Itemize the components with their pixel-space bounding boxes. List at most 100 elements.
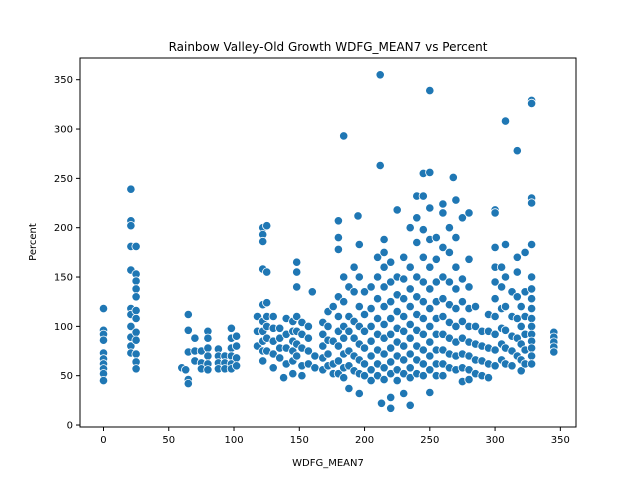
data-point — [379, 234, 389, 245]
data-point — [438, 199, 448, 209]
x-tick-label: 350 — [551, 435, 570, 446]
data-point — [303, 321, 313, 331]
data-point — [354, 239, 364, 250]
data-point — [375, 160, 385, 171]
data-point — [418, 252, 428, 262]
data-point — [438, 294, 448, 304]
data-point — [379, 247, 389, 257]
chart-title: Rainbow Valley-Old Growth WDFG_MEAN7 vs … — [169, 40, 488, 54]
data-point — [405, 262, 415, 272]
data-point — [344, 383, 354, 394]
data-point — [372, 294, 383, 304]
data-point — [412, 292, 422, 302]
data-point — [183, 309, 193, 320]
data-point — [258, 236, 268, 247]
data-point — [512, 146, 522, 156]
data-point — [190, 333, 200, 343]
y-tick-label: 100 — [54, 322, 73, 333]
data-point — [310, 363, 320, 373]
data-point — [131, 284, 141, 294]
data-point — [339, 131, 349, 141]
x-tick-label: 0 — [100, 435, 106, 446]
data-point — [405, 400, 415, 410]
data-point — [516, 366, 526, 376]
data-point — [451, 303, 461, 314]
data-point — [376, 398, 387, 408]
data-point — [431, 254, 441, 264]
data-point — [425, 284, 435, 294]
data-point — [425, 351, 435, 361]
data-point — [526, 359, 537, 369]
data-point — [444, 317, 454, 327]
data-point — [490, 277, 500, 287]
data-point — [131, 292, 141, 302]
data-point — [451, 284, 461, 294]
data-point — [405, 333, 415, 343]
y-axis: 0 50 100 150 200 250 300 350 — [54, 75, 80, 432]
data-point — [425, 167, 435, 177]
data-point — [353, 211, 363, 221]
data-point — [431, 233, 441, 243]
data-point — [359, 371, 370, 381]
data-point — [399, 326, 409, 336]
data-point — [386, 277, 396, 287]
x-tick-label: 100 — [224, 435, 243, 446]
data-point — [418, 371, 428, 381]
data-point — [425, 262, 435, 272]
data-point — [379, 282, 389, 292]
data-point — [131, 327, 141, 337]
data-point — [399, 369, 409, 379]
data-point — [470, 301, 481, 312]
data-point — [425, 203, 435, 213]
data-point — [512, 313, 522, 324]
data-point — [126, 184, 136, 194]
data-point — [526, 98, 537, 109]
data-point — [490, 208, 500, 218]
data-point — [232, 361, 242, 371]
data-point — [126, 221, 136, 231]
data-point — [526, 198, 537, 208]
data-point — [457, 213, 467, 223]
data-point — [258, 356, 268, 366]
plot-area-frame — [79, 57, 577, 428]
data-point — [549, 347, 559, 357]
data-point — [203, 333, 213, 343]
data-point — [425, 303, 435, 314]
data-point — [303, 333, 313, 343]
data-point — [500, 272, 511, 282]
data-point — [297, 371, 307, 381]
data-point — [490, 329, 500, 339]
data-point — [405, 363, 415, 373]
data-point — [399, 388, 409, 399]
data-point — [405, 223, 415, 233]
data-point — [181, 365, 191, 375]
data-point — [520, 247, 530, 257]
data-point — [375, 70, 385, 80]
data-point — [297, 317, 307, 327]
data-point — [526, 284, 537, 294]
data-point — [418, 359, 428, 369]
data-point — [372, 313, 383, 324]
data-point — [418, 329, 428, 339]
data-point — [262, 298, 272, 308]
data-point — [444, 247, 454, 257]
data-point — [349, 333, 359, 343]
data-point — [392, 337, 402, 347]
data-point — [183, 378, 193, 389]
data-point — [526, 294, 537, 304]
data-point — [457, 316, 467, 326]
data-point — [366, 303, 376, 314]
data-point — [386, 403, 396, 413]
data-point — [278, 373, 289, 383]
data-point — [98, 303, 109, 314]
data-point — [526, 321, 537, 331]
data-point — [512, 292, 522, 302]
data-point — [333, 233, 343, 243]
data-point — [131, 241, 141, 251]
data-point — [457, 297, 467, 307]
data-point — [379, 301, 389, 312]
data-point — [232, 341, 242, 351]
data-point — [418, 313, 428, 324]
data-point — [323, 349, 333, 359]
